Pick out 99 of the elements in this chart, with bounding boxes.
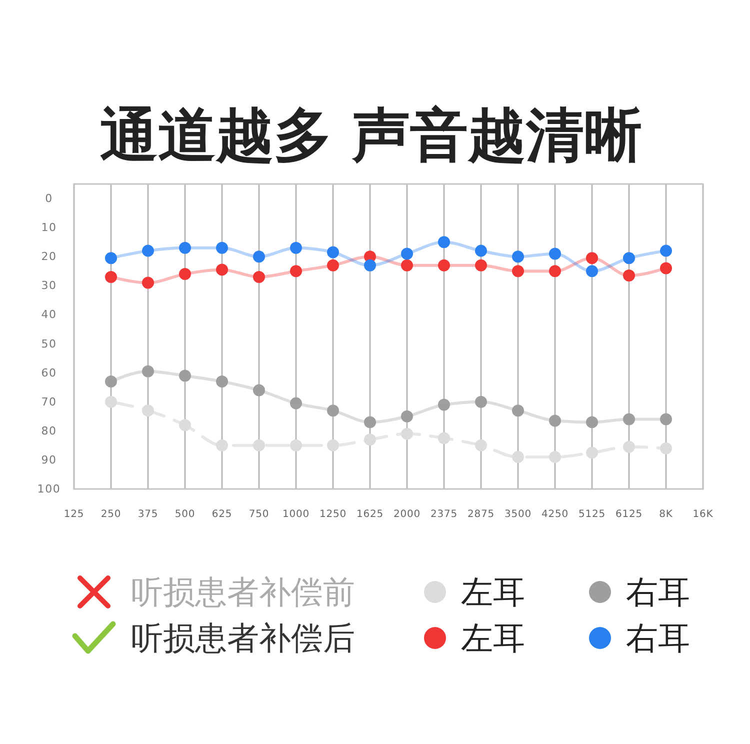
point xyxy=(105,376,117,388)
point xyxy=(623,270,635,282)
x-tick-label: 625 xyxy=(212,509,232,520)
y-tick-label: 70 xyxy=(41,395,57,408)
point xyxy=(586,446,598,459)
y-tick-label: 60 xyxy=(41,366,57,380)
point xyxy=(475,259,487,272)
point xyxy=(660,413,672,426)
y-tick-label: 20 xyxy=(41,250,57,264)
point xyxy=(105,270,117,283)
x-tick-label: 1000 xyxy=(282,509,310,520)
point xyxy=(179,242,191,254)
point xyxy=(142,276,154,289)
legend-label: 左耳 xyxy=(461,573,525,611)
y-tick-label: 30 xyxy=(41,279,57,292)
point xyxy=(364,434,376,446)
point xyxy=(475,439,487,452)
point xyxy=(290,397,302,410)
x-tick-label: 750 xyxy=(248,509,270,520)
x-tick-label: 6125 xyxy=(615,509,643,520)
point xyxy=(142,404,154,417)
point xyxy=(438,432,450,444)
point xyxy=(549,248,561,260)
point xyxy=(253,384,265,396)
point xyxy=(623,252,635,264)
point xyxy=(290,242,302,254)
point xyxy=(216,439,228,452)
point xyxy=(105,252,117,264)
point xyxy=(327,246,339,258)
x-tick-label: 2875 xyxy=(467,509,495,520)
point xyxy=(586,416,598,428)
point xyxy=(549,451,561,464)
point xyxy=(623,440,635,453)
x-tick-label: 3500 xyxy=(504,509,532,520)
point xyxy=(549,414,561,427)
point xyxy=(549,265,561,278)
y-tick-label: 80 xyxy=(41,424,57,438)
point xyxy=(216,376,228,388)
point xyxy=(401,248,413,260)
chart-title: 通道越多 声音越清晰 xyxy=(100,101,642,169)
point xyxy=(512,404,524,417)
point xyxy=(179,370,191,382)
y-tick-label: 90 xyxy=(41,453,57,466)
point xyxy=(660,262,672,274)
point xyxy=(253,250,265,263)
x-tick-label: 5125 xyxy=(578,509,606,520)
point xyxy=(438,398,450,411)
point xyxy=(142,365,154,378)
point xyxy=(512,451,524,464)
x-tick-label: 375 xyxy=(138,509,158,520)
point xyxy=(438,236,450,248)
point xyxy=(401,410,413,422)
legend-label: 右耳 xyxy=(626,573,690,611)
point xyxy=(660,244,672,257)
x-tick-label: 500 xyxy=(174,509,196,520)
point xyxy=(401,428,413,440)
point xyxy=(475,396,487,408)
point xyxy=(401,259,413,272)
x-tick-label: 2375 xyxy=(430,509,458,520)
y-tick-label: 10 xyxy=(41,221,57,234)
point xyxy=(586,252,598,264)
point xyxy=(475,244,487,257)
point xyxy=(660,442,672,454)
point xyxy=(179,419,191,432)
x-tick-label: 16K xyxy=(692,509,714,520)
text: 听损患者补偿后 xyxy=(131,619,355,657)
y-tick-label: 40 xyxy=(41,308,57,322)
point xyxy=(216,242,228,254)
x-tick-label: 1625 xyxy=(356,509,384,520)
x-tick-label: 8K xyxy=(659,509,673,520)
point xyxy=(253,439,265,452)
legend-label: 左耳 xyxy=(461,619,525,657)
point xyxy=(105,396,117,408)
point xyxy=(179,268,191,280)
point xyxy=(327,439,339,452)
y-tick-label: 100 xyxy=(37,482,61,496)
point xyxy=(216,264,228,276)
point xyxy=(364,416,376,428)
x-tick-label: 125 xyxy=(64,509,84,520)
point xyxy=(438,259,450,272)
point xyxy=(327,404,339,417)
y-tick-label: 0 xyxy=(45,192,53,206)
x-tick-label: 2000 xyxy=(393,509,421,520)
point xyxy=(512,250,524,263)
point xyxy=(290,265,302,278)
point xyxy=(586,265,598,278)
legend-label: 右耳 xyxy=(626,619,690,657)
point xyxy=(142,244,154,257)
x-tick-label: 1250 xyxy=(319,509,347,520)
x-tick-label: 4250 xyxy=(541,509,569,520)
point xyxy=(290,439,302,452)
point xyxy=(623,413,635,426)
point xyxy=(512,265,524,278)
x-tick-label: 250 xyxy=(100,509,122,520)
point xyxy=(364,259,376,272)
text: 听损患者补偿前 xyxy=(131,573,355,611)
y-tick-label: 50 xyxy=(41,337,57,350)
point xyxy=(327,259,339,272)
point xyxy=(253,270,265,283)
